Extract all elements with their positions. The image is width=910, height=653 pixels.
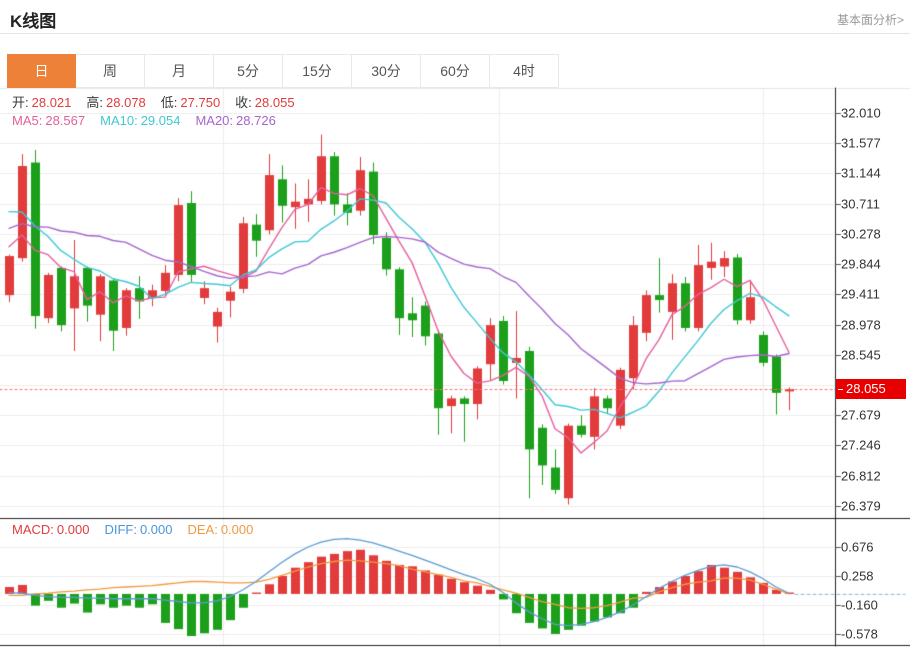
kline-y-tick: 28.978 xyxy=(841,317,881,333)
kline-y-tick: 29.844 xyxy=(841,256,881,272)
legend-value-low: 27.750 xyxy=(180,95,221,110)
legend-item-high: 高: 28.078 xyxy=(86,95,145,110)
legend-value-ma20: 28.726 xyxy=(236,113,276,128)
legend-value-diff: 0.000 xyxy=(139,522,173,537)
header-divider xyxy=(0,33,910,34)
kline-y-tick: 32.010 xyxy=(841,105,881,121)
legend-label-dea: DEA: xyxy=(187,522,218,537)
legend-label-open: 开: xyxy=(12,95,29,110)
legend-item-open: 开: 28.021 xyxy=(12,95,71,110)
legend-label-close: 收: xyxy=(235,95,252,110)
macd-y-tick: -0.160 xyxy=(841,597,878,613)
macd-y-tick: -0.578 xyxy=(841,626,878,642)
legend-value-open: 28.021 xyxy=(31,95,72,110)
ohlc-legend: 开: 28.021 高: 28.078 低: 27.750 收: 28.055 xyxy=(12,95,310,110)
tab-5min[interactable]: 5分 xyxy=(214,54,283,88)
legend-item-macd: MACD: 0.000 xyxy=(12,522,89,537)
legend-label-diff: DIFF: xyxy=(104,522,137,537)
tab-4hour[interactable]: 4时 xyxy=(490,54,559,88)
macd-legend: MACD: 0.000 DIFF: 0.000 DEA: 0.000 xyxy=(12,522,268,537)
legend-label-ma10: MA10: xyxy=(100,113,138,128)
kline-y-tick: 26.812 xyxy=(841,468,881,484)
macd-y-tick: 0.676 xyxy=(841,539,874,555)
kline-y-tick: 29.411 xyxy=(841,286,880,302)
current-price-value: 28.055 xyxy=(846,381,886,397)
kline-period-tabbar: 日周月 5分 15分 30分 60分 4时 xyxy=(7,54,559,88)
legend-value-ma10: 29.054 xyxy=(140,113,181,128)
macd-y-tick: 0.258 xyxy=(841,568,874,584)
legend-value-dea: 0.000 xyxy=(220,522,254,537)
legend-item-ma20: MA20: 28.726 xyxy=(195,113,275,128)
tab-month[interactable]: 月 xyxy=(145,54,214,88)
legend-item-diff: DIFF: 0.000 xyxy=(104,522,172,537)
legend-label-ma5: MA5: xyxy=(12,113,43,128)
legend-label-high: 高: xyxy=(86,95,104,110)
kline-y-tick: 27.679 xyxy=(841,407,881,423)
legend-label-macd: MACD: xyxy=(12,522,54,537)
legend-label-low: 低: xyxy=(160,95,178,110)
tab-day[interactable]: 日 xyxy=(7,54,76,88)
legend-value-ma5: 28.567 xyxy=(45,113,86,128)
legend-value-macd: 0.000 xyxy=(56,522,90,537)
tab-week[interactable]: 周 xyxy=(76,54,145,88)
legend-value-high: 28.078 xyxy=(106,95,146,110)
kline-y-tick: 26.379 xyxy=(841,498,881,514)
kline-y-tick: 31.577 xyxy=(841,135,881,151)
legend-value-close: 28.055 xyxy=(254,95,295,110)
legend-item-close: 收: 28.055 xyxy=(235,95,294,110)
tab-15min[interactable]: 15分 xyxy=(283,54,352,88)
kline-y-tick: 27.246 xyxy=(841,437,881,453)
ma-legend: MA5: 28.567 MA10: 29.054 MA20: 28.726 xyxy=(12,113,291,128)
kline-y-tick: 30.278 xyxy=(841,226,881,242)
kline-y-tick: 31.144 xyxy=(841,165,881,181)
legend-item-ma5: MA5: 28.567 xyxy=(12,113,85,128)
tab-30min[interactable]: 30分 xyxy=(352,54,421,88)
legend-item-low: 低: 27.750 xyxy=(161,95,220,110)
legend-item-dea: DEA: 0.000 xyxy=(187,522,253,537)
tab-60min[interactable]: 60分 xyxy=(421,54,490,88)
kline-y-tick: 28.545 xyxy=(841,347,881,363)
kline-y-tick: 30.711 xyxy=(841,196,880,212)
legend-label-ma20: MA20: xyxy=(195,113,234,128)
current-price-badge: 28.055 xyxy=(836,379,906,400)
fundamental-analysis-link[interactable]: 基本面分析> xyxy=(836,13,904,27)
legend-item-ma10: MA10: 29.054 xyxy=(100,113,180,128)
page-title: K线图 xyxy=(10,12,57,31)
